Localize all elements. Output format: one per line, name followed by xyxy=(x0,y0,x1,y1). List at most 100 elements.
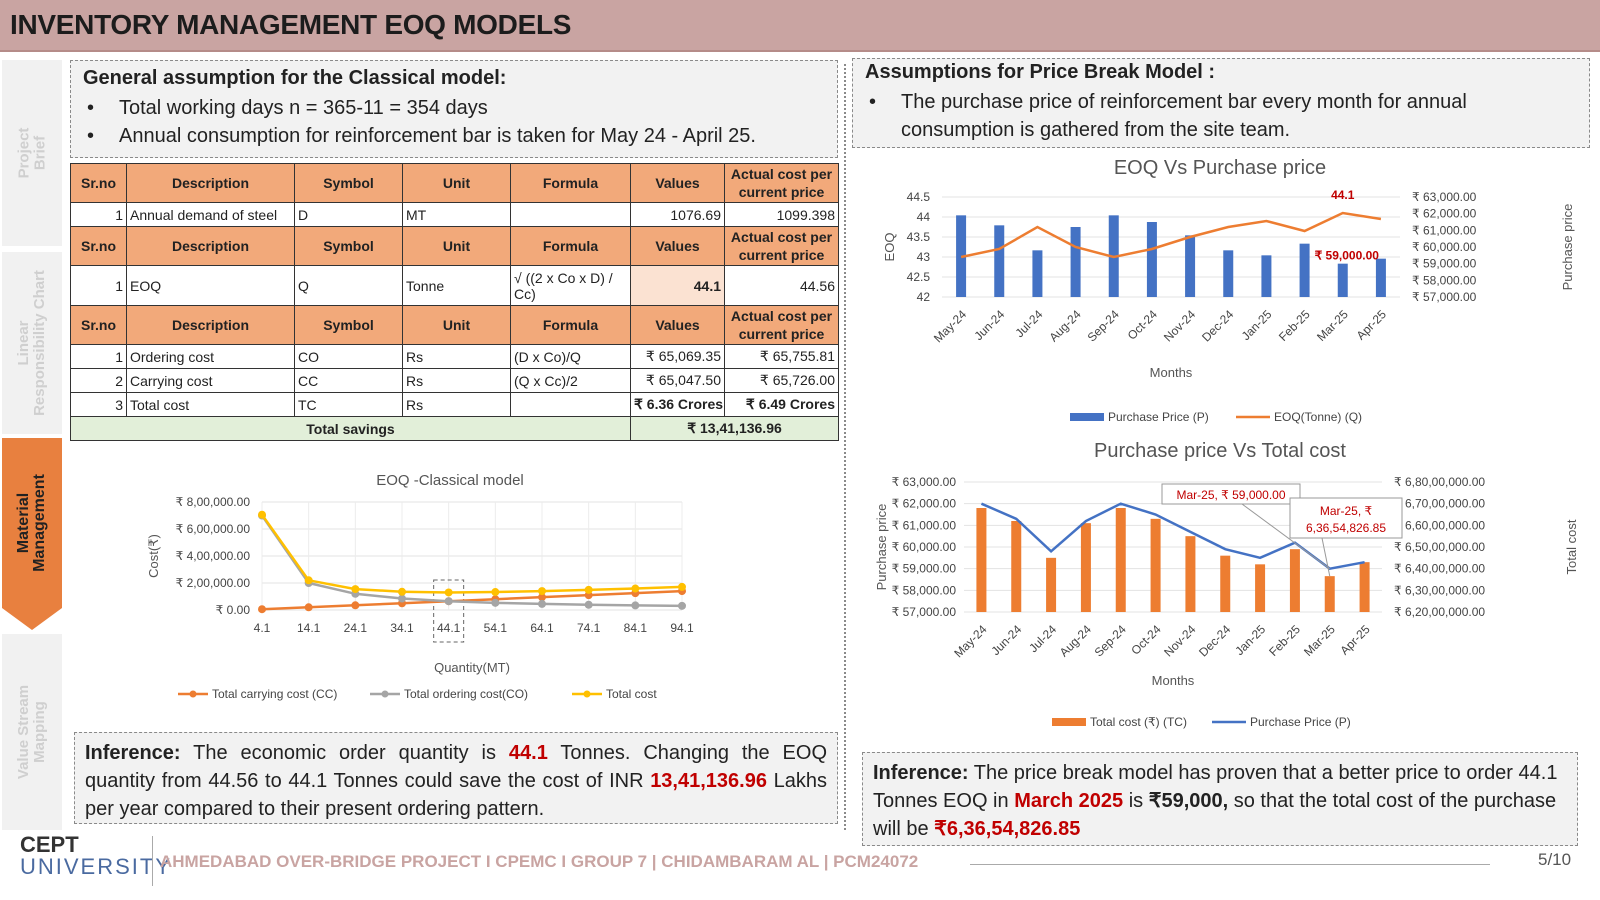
bar xyxy=(1299,243,1310,297)
table-row: 2 Carrying cost CC Rs (Q x Cc)/2 ₹ 65,047.50 ₹… xyxy=(70,368,839,393)
y2-tick-label: ₹ 6,60,00,000.00 xyxy=(1394,518,1485,532)
bar xyxy=(1337,263,1348,297)
table-header-row: Sr.no Description Symbol Unit Formula Values A… xyxy=(70,305,839,345)
data-point xyxy=(304,576,313,585)
data-point xyxy=(351,585,360,594)
x-tick-label: Aug-24 xyxy=(1057,622,1094,659)
x-tick-label: Jan-25 xyxy=(1239,307,1275,343)
data-point xyxy=(584,585,593,594)
x-tick-label: 24.1 xyxy=(344,621,368,635)
table-header-row: Sr.no Description Symbol Unit Formula Values A… xyxy=(70,163,839,203)
bar xyxy=(1115,508,1126,612)
page-title: INVENTORY MANAGEMENT EOQ MODELS xyxy=(10,9,572,40)
data-point xyxy=(398,587,406,596)
series-line xyxy=(960,211,1382,259)
y-tick-label: ₹ 6,00,000.00 xyxy=(176,522,251,536)
callout-label-price: Mar-25, ₹ 59,000.00 xyxy=(1176,488,1285,502)
bar xyxy=(1261,255,1272,297)
bar xyxy=(1255,564,1266,612)
callout-label-total: Mar-25, ₹ xyxy=(1320,504,1373,518)
bar xyxy=(1150,518,1161,612)
x-tick-label: May-24 xyxy=(951,622,989,660)
x-tick-label: Aug-24 xyxy=(1046,307,1083,344)
bar xyxy=(1359,562,1370,612)
x-tick-label: Mar-25 xyxy=(1301,622,1338,659)
x-tick-label: Jul-24 xyxy=(1013,307,1046,340)
data-point xyxy=(258,605,266,614)
header-bar: INVENTORY MANAGEMENT EOQ MODELS xyxy=(0,0,1600,52)
x-tick-label: Jun-24 xyxy=(989,622,1025,658)
sidebar-tab-linear-responsibility-chart[interactable]: Linear Responsibility Chart xyxy=(2,252,62,434)
y2-tick-label: ₹ 6,50,00,000.00 xyxy=(1394,540,1485,554)
legend-label: Purchase Price (P) xyxy=(1250,715,1351,729)
table-row: 1 Ordering cost CO Rs (D x Co)/Q ₹ 65,069.35 ₹… xyxy=(70,344,839,369)
footer: CEPT UNIVERSITY AHMEDABAD OVER-BRIDGE PR… xyxy=(0,832,1600,900)
bar xyxy=(1223,250,1234,297)
bar xyxy=(1032,250,1043,297)
y-tick-label: 43 xyxy=(917,250,931,264)
university-logo: CEPT UNIVERSITY xyxy=(20,832,173,879)
callout-label-total: 6,36,54,826.85 xyxy=(1306,521,1386,535)
y-tick-label: ₹ 61,000.00 xyxy=(892,518,957,532)
y-axis-label: Purchase price xyxy=(874,504,889,591)
data-point xyxy=(258,510,266,519)
y2-tick-label: ₹ 62,000.00 xyxy=(1412,207,1477,221)
x-tick-label: 94.1 xyxy=(670,621,694,635)
page-number: 5/10 xyxy=(1538,850,1572,869)
assumption-item: The purchase price of reinforcement bar … xyxy=(865,88,1577,144)
legend-label: Total cost xyxy=(606,687,657,701)
y2-tick-label: ₹ 59,000.00 xyxy=(1412,257,1477,271)
classical-assumptions-title: General assumption for the Classical mod… xyxy=(83,67,507,89)
data-point xyxy=(444,597,453,606)
active-tab-arrow xyxy=(2,608,62,630)
price-break-assumptions-title: Assumptions for Price Break Model : xyxy=(865,61,1216,83)
table-row: 1 Annual demand of steel D MT 1076.69 1099.39… xyxy=(70,202,839,227)
y2-axis-label: Purchase price xyxy=(1560,204,1575,291)
panel-divider xyxy=(844,64,846,830)
chart-title-eoq-vs-price: EOQ Vs Purchase price xyxy=(1113,157,1327,179)
footer-project-text: AHMEDABAD OVER-BRIDGE PROJECT I CPEMC I … xyxy=(160,852,919,871)
y-tick-label: ₹ 58,000.00 xyxy=(892,583,957,597)
x-tick-label: 4.1 xyxy=(254,621,271,635)
x-tick-label: 54.1 xyxy=(484,621,508,635)
y-tick-label: 43.5 xyxy=(907,230,931,244)
y-tick-label: ₹ 60,000.00 xyxy=(892,540,957,554)
classical-eoq-chart: ₹ 0.00 ₹ 2,00,000.00 ₹ 4,00,000.00 ₹ 6,00,0… xyxy=(146,495,694,701)
y2-tick-label: ₹ 6,20,00,000.00 xyxy=(1394,605,1485,619)
y2-tick-label: ₹ 61,000.00 xyxy=(1412,223,1477,237)
table-row: 3 Total cost TC Rs ₹ 6.36 Crores ₹ 6.49 Crore… xyxy=(70,392,839,417)
x-tick-label: 34.1 xyxy=(390,621,414,635)
data-point xyxy=(304,603,313,612)
x-tick-label: Feb-25 xyxy=(1266,622,1303,659)
bar xyxy=(1046,557,1057,612)
y-axis-label: EOQ xyxy=(882,233,897,262)
legend-label: Total carrying cost (CC) xyxy=(212,687,337,701)
legend-swatch xyxy=(1070,413,1104,421)
y2-axis-label: Total cost xyxy=(1564,519,1579,574)
data-point xyxy=(678,601,686,610)
x-tick-label: Oct-24 xyxy=(1128,622,1164,658)
bar xyxy=(994,225,1005,297)
x-tick-label: Mar-25 xyxy=(1314,307,1351,344)
y-tick-label: ₹ 0.00 xyxy=(216,603,251,617)
x-tick-label: Apr-25 xyxy=(1337,622,1373,658)
eoq-highlight-box xyxy=(433,579,465,643)
bar xyxy=(1220,555,1231,612)
legend-label: Purchase Price (P) xyxy=(1108,410,1209,424)
callout-leader xyxy=(1321,537,1331,577)
data-point xyxy=(398,594,406,603)
sidebar-tab-project-brief[interactable]: Project Brief xyxy=(2,60,62,246)
legend-marker xyxy=(583,690,591,698)
data-point xyxy=(491,588,500,597)
x-tick-label: Sep-24 xyxy=(1092,622,1129,659)
legend-label: Total cost (₹) (TC) xyxy=(1090,715,1187,729)
purchase-price-vs-total-cost-chart: ₹ 57,000.00 ₹ 58,000.00 ₹ 59,000.00 ₹ 60,00… xyxy=(874,475,1579,729)
sidebar-tab-value-stream-mapping[interactable]: Value Stream Mapping xyxy=(2,634,62,830)
y-tick-label: ₹ 62,000.00 xyxy=(892,497,957,511)
callout-box xyxy=(1289,497,1403,539)
y2-tick-label: ₹ 58,000.00 xyxy=(1412,273,1477,287)
data-point xyxy=(444,588,453,597)
sidebar-tab-material-management[interactable]: Material Management xyxy=(2,438,62,608)
x-tick-label: Nov-24 xyxy=(1161,622,1198,659)
y-tick-label: ₹ 63,000.00 xyxy=(892,475,957,489)
